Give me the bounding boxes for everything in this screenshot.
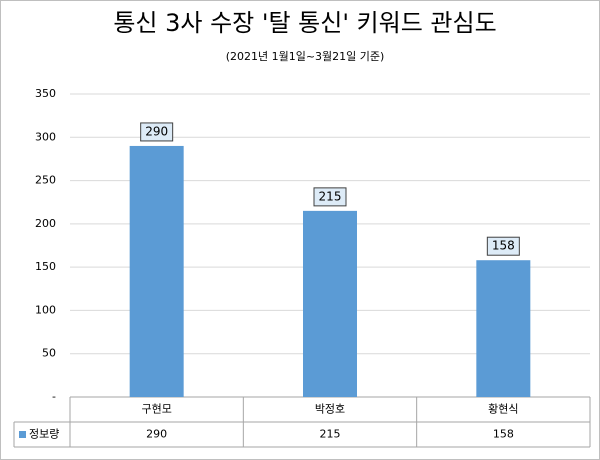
y-tick-label: 100 [35,303,56,316]
y-tick-label: 50 [42,347,56,360]
chart-subtitle: (2021년 1월1일~3월21일 기준) [226,49,385,63]
bar [303,210,357,397]
value-label: 158 [492,239,515,253]
table-value: 158 [493,428,514,441]
table-value: 290 [146,428,167,441]
legend-label: 정보량 [29,428,59,441]
y-tick-label: - [52,390,56,403]
y-tick-label: 350 [35,87,56,100]
y-tick-label: 200 [35,217,56,230]
y-tick-label: 250 [35,174,56,187]
y-tick-label: 150 [35,260,56,273]
value-label: 215 [319,189,342,203]
x-tick-label: 황현식 [488,403,518,416]
table-value: 215 [320,428,341,441]
y-tick-label: 300 [35,130,56,143]
chart-title: 통신 3사 수장 '탈 통신' 키워드 관심도 [113,9,496,37]
bar [129,145,184,397]
value-label-box [140,122,174,142]
value-label: 290 [145,124,168,138]
legend-swatch [19,431,26,438]
bar [476,260,531,397]
value-label-box [486,236,520,256]
value-label-box [313,187,347,207]
x-tick-label: 구현모 [141,403,171,416]
x-tick-label: 박정호 [315,403,345,416]
